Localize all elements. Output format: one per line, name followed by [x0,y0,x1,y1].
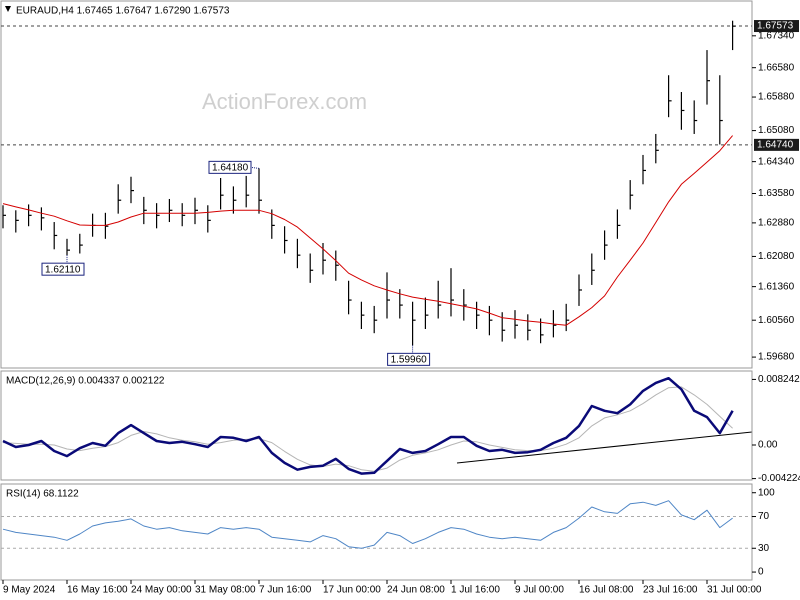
annotation-label: 1.62110 [45,264,81,275]
annotation-box [41,262,85,276]
annotation-box [208,160,252,174]
y-tick-label: 1.64340 [758,156,795,167]
annotation-label: 1.59960 [391,354,428,365]
x-tick-label: 16 May 16:00 [67,585,128,596]
x-tick-label: 24 May 00:00 [131,585,192,596]
y-tick-label: 1.61360 [758,281,795,292]
panel-frame [0,483,753,581]
y-tick-label: 1.59680 [758,352,795,363]
y-tick-label: 0.008242 [758,374,800,385]
y-tick-label: 1.66580 [758,62,795,73]
trend-line [456,431,753,464]
y-tick-label: 0 [758,567,764,578]
y-tick-label: 1.62880 [758,218,795,229]
annotation-leader [250,166,260,169]
panel-frame [0,0,753,369]
x-tick-label: 7 Jun 16:00 [259,585,312,596]
x-tick-label: 9 May 2024 [3,585,56,596]
panel-title: RSI(14) 68.1122 [6,489,79,500]
y-tick-label: 0.00 [758,440,778,451]
indicator-line [2,500,733,549]
price-label: 1.67573 [757,21,794,32]
x-tick-label: 23 Jul 16:00 [643,585,698,596]
y-tick-label: -0.004224 [758,473,800,484]
x-tick-label: 1 Jul 16:00 [451,585,500,596]
price-label-box [754,20,799,33]
y-tick-label: 1.60560 [758,315,795,326]
y-tick-label: 70 [758,511,770,522]
annotation-label: 1.64180 [212,162,249,173]
y-tick-label: 100 [758,487,775,498]
x-tick-label: 31 May 08:00 [195,585,256,596]
y-tick-label: 1.67340 [758,30,795,41]
x-tick-label: 24 Jun 08:00 [387,585,445,596]
y-tick-label: 1.62080 [758,251,795,262]
x-tick-label: 31 Jul 00:00 [707,585,762,596]
x-tick-label: 9 Jul 00:00 [515,585,564,596]
indicator-line [2,386,733,472]
title-icon [5,6,11,12]
indicator-line [2,135,733,326]
panel-frame [0,370,753,481]
x-tick-label: 17 Jun 00:00 [323,585,381,596]
panel-title: EURAUD,H4 1.67465 1.67647 1.67290 1.6757… [16,6,230,17]
panel-title: MACD(12,26,9) 0.004337 0.002122 [6,376,165,387]
y-tick-label: 1.65080 [758,125,795,136]
x-tick-label: 16 Jul 08:00 [579,585,634,596]
watermark: ActionForex.com [202,89,367,114]
annotation-box [387,352,431,366]
y-tick-label: 1.63580 [758,188,795,199]
y-tick-label: 30 [758,543,770,554]
price-label: 1.64740 [757,140,794,151]
y-tick-label: 1.65880 [758,92,795,103]
price-label-box [754,138,799,151]
indicator-line [2,376,734,475]
